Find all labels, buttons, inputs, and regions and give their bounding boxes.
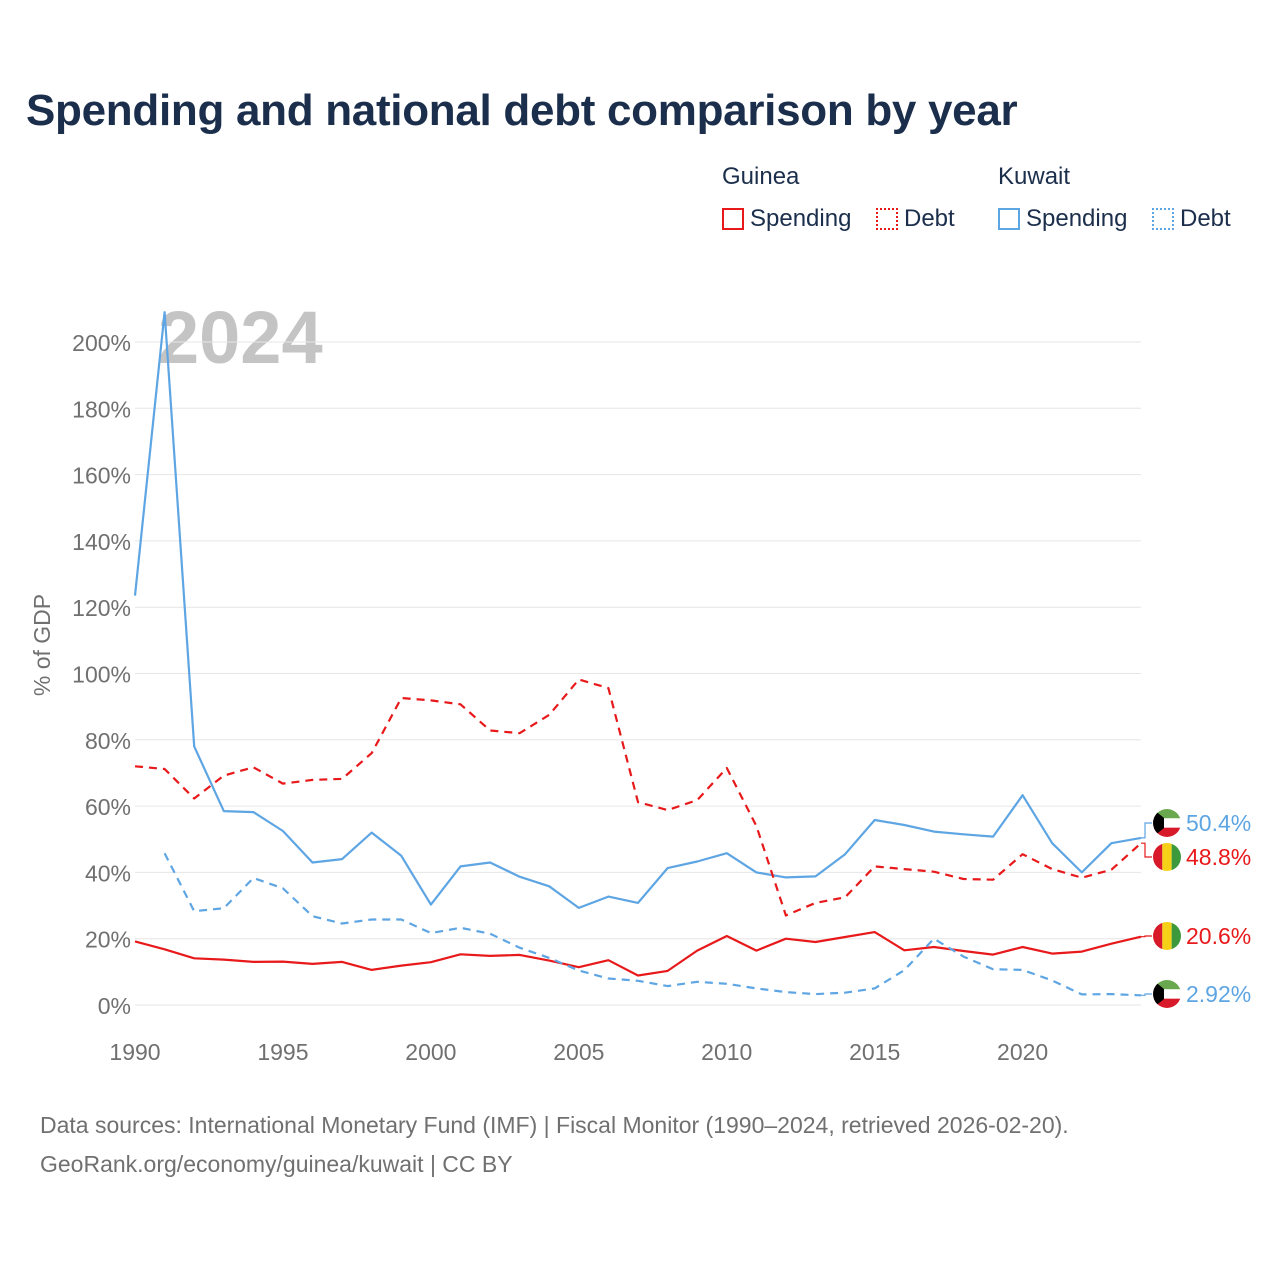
- year-watermark: 2024: [158, 296, 323, 379]
- end-label-guinea-debt: 48.8%: [1141, 842, 1251, 871]
- y-tick-label: 40%: [85, 860, 131, 886]
- end-label-kuwait-debt: 2.92%: [1141, 980, 1251, 1008]
- y-tick-label: 200%: [72, 330, 131, 356]
- legend-label-guinea-debt: Debt: [904, 205, 955, 232]
- kuwait-flag-icon: [1153, 980, 1181, 1008]
- kuwait-flag-icon: [1153, 809, 1181, 837]
- y-tick-label: 20%: [85, 927, 131, 953]
- end-label-guinea-spending: 20.6%: [1141, 922, 1251, 950]
- legend-group-guinea: Guinea Spending Debt: [722, 163, 982, 243]
- legend-label-kuwait-spending: Spending: [1026, 205, 1128, 232]
- legend-swatch-solid-icon: [998, 208, 1020, 230]
- series-lines: [133, 311, 1142, 997]
- x-tick-label: 2020: [997, 1039, 1048, 1065]
- leader-line: [1141, 822, 1152, 839]
- end-value-label: 48.8%: [1186, 844, 1251, 870]
- end-value-label: 50.4%: [1186, 810, 1251, 836]
- legend-item-kuwait-spending[interactable]: Spending: [998, 205, 1127, 233]
- legend-country-guinea: Guinea: [722, 163, 800, 190]
- x-tick-labels: 1990 1995 2000 2005 2010 2015 2020: [109, 1039, 1048, 1065]
- y-tick-label: 100%: [72, 662, 131, 688]
- x-tick-label: 2000: [405, 1039, 456, 1065]
- end-value-label: 2.92%: [1186, 981, 1251, 1007]
- source-line-2: GeoRank.org/economy/guinea/kuwait | CC B…: [40, 1151, 513, 1177]
- legend-item-guinea-debt[interactable]: Debt: [876, 205, 955, 233]
- end-value-label: 20.6%: [1186, 923, 1251, 949]
- leader-line: [1141, 842, 1152, 858]
- y-tick-label: 60%: [85, 794, 131, 820]
- legend-swatch-dotted-icon: [876, 208, 898, 230]
- leader-line: [1141, 993, 1152, 996]
- y-tick-label: 180%: [72, 396, 131, 422]
- x-tick-label: 1990: [109, 1039, 160, 1065]
- leader-line: [1141, 935, 1152, 938]
- guinea-flag-icon: [1153, 843, 1181, 871]
- series-line-guinea-debt[interactable]: [134, 678, 1142, 917]
- legend-item-kuwait-debt[interactable]: Debt: [1152, 205, 1231, 233]
- chart-title: Spending and national debt comparison by…: [26, 86, 1018, 135]
- y-tick-label: 80%: [85, 728, 131, 754]
- guinea-flag-icon: [1153, 922, 1181, 950]
- source-line-1: Data sources: International Monetary Fun…: [40, 1112, 1069, 1138]
- grid-lines: [135, 341, 1141, 1006]
- legend-label-kuwait-debt: Debt: [1180, 205, 1231, 232]
- y-axis-label: % of GDP: [29, 594, 55, 696]
- y-tick-label: 0%: [98, 993, 131, 1019]
- series-line-kuwait-debt[interactable]: [163, 852, 1142, 997]
- legend-group-kuwait: Kuwait Spending Debt: [998, 163, 1258, 243]
- y-tick-label: 120%: [72, 595, 131, 621]
- series-line-kuwait-spending[interactable]: [133, 311, 1142, 909]
- y-tick-label: 160%: [72, 463, 131, 489]
- end-label-kuwait-spending: 50.4%: [1141, 809, 1251, 839]
- source-note: Data sources: International Monetary Fun…: [40, 1106, 1069, 1184]
- x-tick-label: 2015: [849, 1039, 900, 1065]
- series-line-guinea-spending[interactable]: [134, 931, 1142, 977]
- x-tick-label: 2005: [553, 1039, 604, 1065]
- x-tick-label: 1995: [257, 1039, 308, 1065]
- legend-country-kuwait: Kuwait: [998, 163, 1071, 190]
- y-tick-labels: 0% 20% 40% 60% 80% 100% 120% 140% 160% 180% 200%: [72, 330, 131, 1019]
- legend-swatch-dotted-icon: [1152, 208, 1174, 230]
- legend-label-guinea-spending: Spending: [750, 205, 852, 232]
- x-tick-label: 2010: [701, 1039, 752, 1065]
- y-tick-label: 140%: [72, 529, 131, 555]
- legend-item-guinea-spending[interactable]: Spending: [722, 205, 851, 233]
- end-labels: 50.4% 48.8% 20.6% 2.92%: [1141, 809, 1251, 1008]
- legend-swatch-solid-icon: [722, 208, 744, 230]
